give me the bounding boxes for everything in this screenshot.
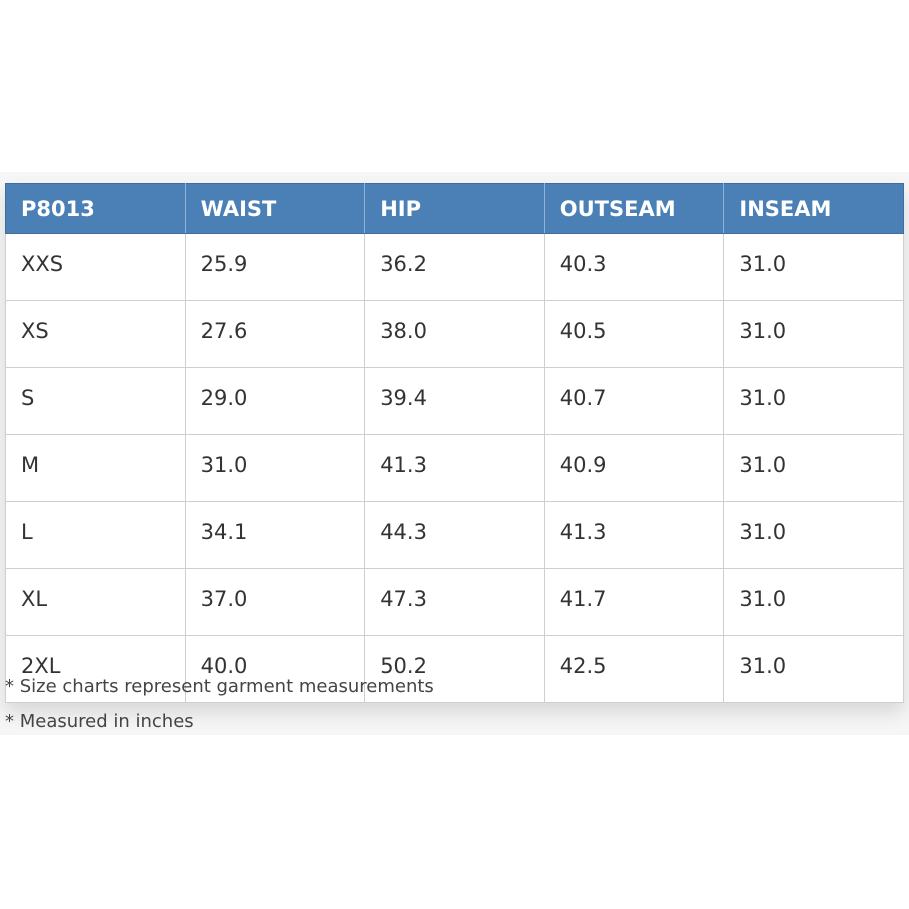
size-cell: L [5, 501, 186, 569]
size-table: P8013 WAIST HIP OUTSEAM INSEAM XXS 25.9 36.2 40… [5, 183, 904, 703]
measurement-cell: 40.9 [543, 434, 725, 502]
size-cell: 2XL [5, 635, 186, 703]
header-cell: P8013 [5, 183, 186, 234]
table-row: S 29.0 39.4 40.7 31.0 [5, 367, 904, 435]
measurement-cell: 31.0 [723, 367, 904, 435]
measurement-cell: 40.5 [543, 300, 725, 368]
measurement-cell: 25.9 [184, 233, 366, 301]
measurement-cell: 42.5 [543, 635, 725, 703]
header-cell: WAIST [184, 183, 365, 234]
measurement-cell: 41.3 [364, 434, 545, 502]
table-row: L 34.1 44.3 41.3 31.0 [5, 501, 904, 569]
table-row: XXS 25.9 36.2 40.3 31.0 [5, 233, 904, 301]
measurement-cell: 31.0 [723, 568, 904, 636]
measurement-cell: 31.0 [723, 233, 904, 301]
size-cell: XL [5, 568, 186, 636]
header-row: P8013 WAIST HIP OUTSEAM INSEAM [5, 183, 904, 234]
table-row: M 31.0 41.3 40.9 31.0 [5, 434, 904, 502]
measurement-cell: 47.3 [364, 568, 545, 636]
size-cell: S [5, 367, 186, 435]
measurement-cell: 31.0 [723, 635, 904, 703]
table-row: XS 27.6 38.0 40.5 31.0 [5, 300, 904, 368]
header-cell: INSEAM [723, 183, 904, 234]
measurement-cell: 41.3 [543, 501, 725, 569]
measurement-cell: 40.7 [543, 367, 725, 435]
size-cell: M [5, 434, 186, 502]
measurement-cell: 31.0 [723, 434, 904, 502]
table-row: 2XL 40.0 50.2 42.5 31.0 [5, 635, 904, 703]
table-row: XL 37.0 47.3 41.7 31.0 [5, 568, 904, 636]
header-cell: HIP [364, 183, 545, 234]
measurement-cell: 31.0 [184, 434, 366, 502]
measurement-cell: 31.0 [723, 501, 904, 569]
measurement-cell: 39.4 [364, 367, 545, 435]
note: * Size charts represent garment measurem… [5, 676, 434, 697]
note: * Measured in inches [5, 711, 194, 732]
measurement-cell: 41.7 [543, 568, 725, 636]
measurement-cell: 50.2 [364, 635, 545, 703]
measurement-cell: 40.0 [184, 635, 366, 703]
size-cell: XS [5, 300, 186, 368]
measurement-cell: 44.3 [364, 501, 545, 569]
measurement-cell: 31.0 [723, 300, 904, 368]
measurement-cell: 40.3 [543, 233, 725, 301]
measurement-cell: 37.0 [184, 568, 366, 636]
measurement-cell: 29.0 [184, 367, 366, 435]
measurement-cell: 38.0 [364, 300, 545, 368]
size-cell: XXS [5, 233, 186, 301]
header-cell: OUTSEAM [543, 183, 724, 234]
measurement-cell: 34.1 [184, 501, 366, 569]
measurement-cell: 36.2 [364, 233, 545, 301]
measurement-cell: 27.6 [184, 300, 366, 368]
